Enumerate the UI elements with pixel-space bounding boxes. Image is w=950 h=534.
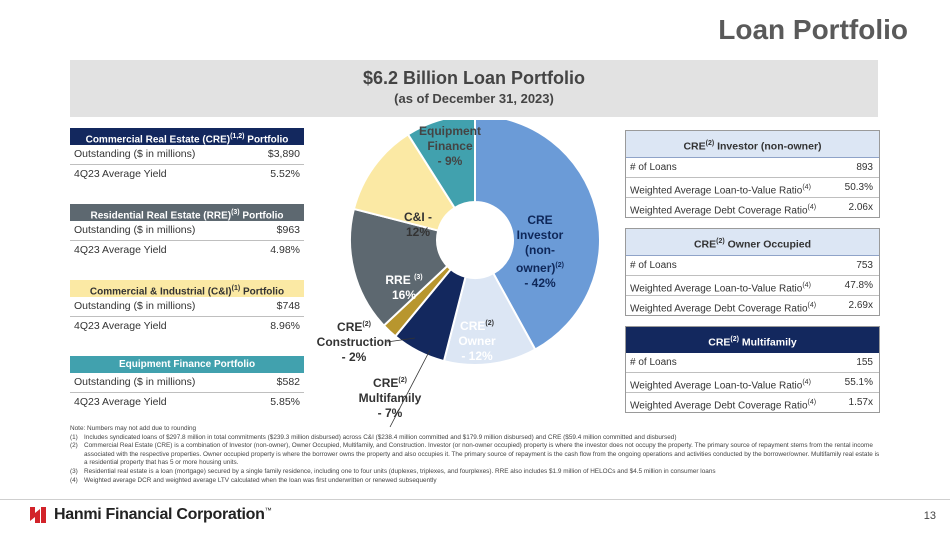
table-header: Commercial & Industrial (C&I)(1) Portfol… bbox=[70, 280, 304, 297]
table-row: Weighted Average Debt Coverage Ratio(4) 2… bbox=[630, 202, 873, 217]
footnote: (1) Includes syndicated loans of $297.8 m… bbox=[70, 433, 677, 441]
banner-title: $6.2 Billion Loan Portfolio bbox=[362, 68, 585, 88]
footnote: (3) Residential real estate is a loan (mo… bbox=[70, 467, 716, 475]
table-row: Weighted Average Debt Coverage Ratio(4) 1… bbox=[630, 397, 873, 412]
table-header: CRE(2) Multifamily bbox=[626, 327, 879, 353]
table-row: Outstanding ($ in millions) $582 bbox=[70, 373, 304, 393]
table-header: Commercial Real Estate (CRE)(1,2) Portfo… bbox=[70, 128, 304, 145]
loan-mix-donut-chart bbox=[349, 120, 601, 428]
equipment-finance-table: Equipment Finance Portfolio Outstanding … bbox=[70, 356, 304, 412]
footnotes: Note: Numbers may not add due to roundin… bbox=[70, 425, 880, 485]
footnote: (2) Commercial Real Estate (CRE) is a com… bbox=[70, 442, 880, 467]
table-row: 4Q23 Average Yield 8.96% bbox=[74, 320, 300, 332]
donut-slice-equipment-finance bbox=[406, 120, 476, 210]
table-header: Residential Real Estate (RRE)(3) Portfol… bbox=[70, 204, 304, 221]
hanmi-logo-icon bbox=[30, 507, 46, 523]
label-cni: C&I -12% bbox=[404, 210, 432, 239]
construction-leader-line bbox=[386, 337, 416, 343]
company-logo: Hanmi Financial Corporation™ bbox=[28, 505, 272, 525]
donut-slice-cre-owner bbox=[442, 271, 537, 366]
page-title: Loan Portfolio bbox=[718, 14, 908, 45]
label-cre-owner: CRE(2) Owner - 12% bbox=[458, 319, 496, 363]
footer-divider bbox=[0, 499, 950, 500]
label-equipment-finance: Equipment Finance - 9% bbox=[419, 124, 481, 168]
cre-portfolio-table: Commercial Real Estate (CRE)(1,2) Portfo… bbox=[70, 128, 304, 184]
table-row: Weighted Average Debt Coverage Ratio(4) 2… bbox=[630, 300, 873, 315]
rre-portfolio-table: Residential Real Estate (RRE)(3) Portfol… bbox=[70, 204, 304, 260]
donut-slice-c-i bbox=[352, 133, 457, 232]
footnote-intro: Note: Numbers may not add due to roundin… bbox=[70, 425, 197, 432]
label-cre-multifamily: CRE(2) Multifamily - 7% bbox=[358, 376, 422, 420]
table-row: 4Q23 Average Yield 4.98% bbox=[74, 244, 300, 256]
table-header: CRE(2) Owner Occupied bbox=[626, 229, 879, 256]
table-header: CRE(2) Investor (non-owner) bbox=[626, 131, 879, 158]
table-row: Weighted Average Loan-to-Value Ratio(4) 5… bbox=[626, 178, 879, 198]
company-name: Hanmi Financial Corporation bbox=[54, 506, 265, 523]
donut-slice-cre-investor-non-owner bbox=[474, 120, 601, 351]
table-row: Weighted Average Loan-to-Value Ratio(4) 5… bbox=[626, 373, 879, 393]
table-row: Weighted Average Loan-to-Value Ratio(4) 4… bbox=[626, 276, 879, 296]
donut-slice-rre bbox=[349, 207, 449, 327]
table-row: Outstanding ($ in millions) $963 bbox=[70, 221, 304, 241]
table-row: # of Loans 893 bbox=[626, 158, 879, 178]
label-cre-investor: CRE Investor (non- owner)(2) - 42% bbox=[516, 213, 564, 290]
table-row: Outstanding ($ in millions) $748 bbox=[70, 297, 304, 317]
table-row: 4Q23 Average Yield 5.85% bbox=[74, 396, 300, 408]
table-header: Equipment Finance Portfolio bbox=[70, 356, 304, 373]
table-row: Outstanding ($ in millions) $3,890 bbox=[70, 145, 304, 165]
cre-investor-table: CRE(2) Investor (non-owner) # of Loans 89… bbox=[625, 130, 880, 218]
cre-multifamily-table: CRE(2) Multifamily # of Loans 155 Weighte… bbox=[625, 326, 880, 413]
table-row: # of Loans 155 bbox=[626, 353, 879, 373]
cni-portfolio-table: Commercial & Industrial (C&I)(1) Portfol… bbox=[70, 280, 304, 336]
page-number: 13 bbox=[923, 510, 936, 522]
footnote: (4) Weighted average DCR and weighted ave… bbox=[70, 476, 437, 484]
table-row: # of Loans 753 bbox=[626, 256, 879, 276]
portfolio-banner: $6.2 Billion Loan Portfolio (as of Decem… bbox=[70, 60, 878, 117]
multifamily-leader-line bbox=[389, 349, 431, 428]
cre-owner-occupied-table: CRE(2) Owner Occupied # of Loans 753 Weig… bbox=[625, 228, 880, 316]
label-rre: RRE (3) 16% bbox=[385, 273, 423, 302]
label-cre-construction: CRE(2) Construction - 2% bbox=[316, 320, 392, 364]
table-row: 4Q23 Average Yield 5.52% bbox=[74, 168, 300, 180]
banner-subtitle: (as of December 31, 2023) bbox=[394, 91, 554, 106]
